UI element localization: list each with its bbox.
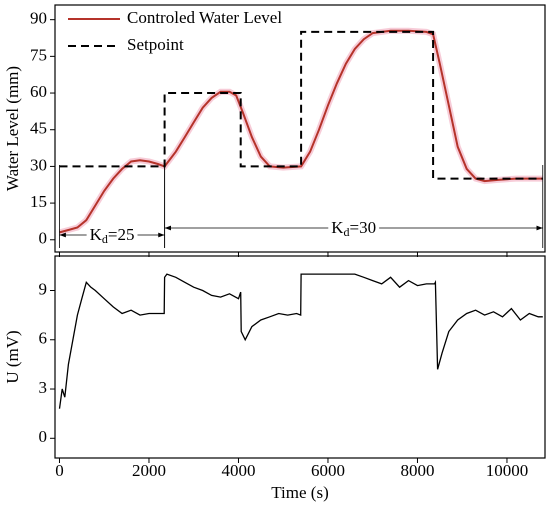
y-tick-label: 0 <box>39 229 48 248</box>
annotation-label: Kd=30 <box>331 218 376 239</box>
annotation-sub: d <box>344 225 350 239</box>
y-tick-label: 6 <box>39 329 48 348</box>
x-tick-label: 2000 <box>132 461 166 480</box>
series-line <box>58 273 543 409</box>
annotation-bg <box>86 225 138 245</box>
annotation-sub: d <box>102 232 108 246</box>
y-axis-label: U (mV) <box>3 330 22 383</box>
y-tick-label: 75 <box>30 45 47 64</box>
x-axis-label: Time (s) <box>271 483 328 502</box>
x-tick-label: 4000 <box>221 461 255 480</box>
y-tick-label: 90 <box>30 9 47 28</box>
plot-frame <box>54 4 546 253</box>
legend-label: Setpoint <box>127 35 184 54</box>
legend-label: Controled Water Level <box>127 8 282 27</box>
y-tick-label: 15 <box>30 192 47 211</box>
annotation-tail: =30 <box>350 218 377 237</box>
y-tick-label: 60 <box>30 82 47 101</box>
y-tick-label: 45 <box>30 119 47 138</box>
y-tick-label: 9 <box>39 279 48 298</box>
y-tick-label: 30 <box>30 155 47 174</box>
x-tick-label: 10000 <box>486 461 529 480</box>
y-tick-label: 0 <box>39 427 48 446</box>
y-axis-label: Water Level (mm) <box>3 66 22 191</box>
annotation-bg <box>328 218 380 238</box>
annotation-base: K <box>90 225 103 244</box>
setpoint-line <box>59 30 543 180</box>
x-tick-label: 6000 <box>311 461 345 480</box>
annotation-label: Kd=25 <box>90 225 135 246</box>
series-line <box>59 29 543 234</box>
x-tick-label: 8000 <box>400 461 434 480</box>
plot-frame <box>54 255 546 459</box>
annotation-base: K <box>331 218 344 237</box>
x-tick-label: 0 <box>55 461 64 480</box>
y-tick-label: 3 <box>39 378 48 397</box>
annotation-tail: =25 <box>108 225 135 244</box>
